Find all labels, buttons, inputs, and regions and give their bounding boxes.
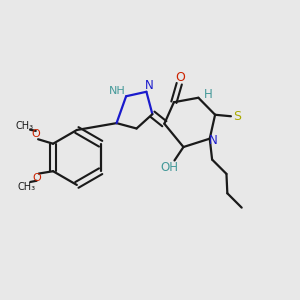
Text: O: O	[175, 71, 185, 84]
Text: S: S	[233, 110, 241, 123]
Text: N: N	[144, 79, 153, 92]
Text: NH: NH	[109, 86, 125, 96]
Text: N: N	[209, 134, 218, 147]
Text: O: O	[32, 129, 40, 139]
Text: O: O	[32, 173, 41, 183]
Text: CH₃: CH₃	[15, 121, 33, 130]
Text: CH₃: CH₃	[17, 182, 35, 192]
Text: H: H	[204, 88, 213, 101]
Text: OH: OH	[161, 161, 179, 174]
